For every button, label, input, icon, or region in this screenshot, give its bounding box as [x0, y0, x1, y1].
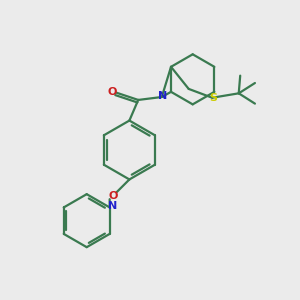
Text: N: N	[108, 201, 117, 211]
Text: N: N	[158, 92, 167, 101]
Text: S: S	[209, 93, 217, 103]
Text: O: O	[108, 87, 117, 97]
Text: O: O	[109, 190, 118, 201]
